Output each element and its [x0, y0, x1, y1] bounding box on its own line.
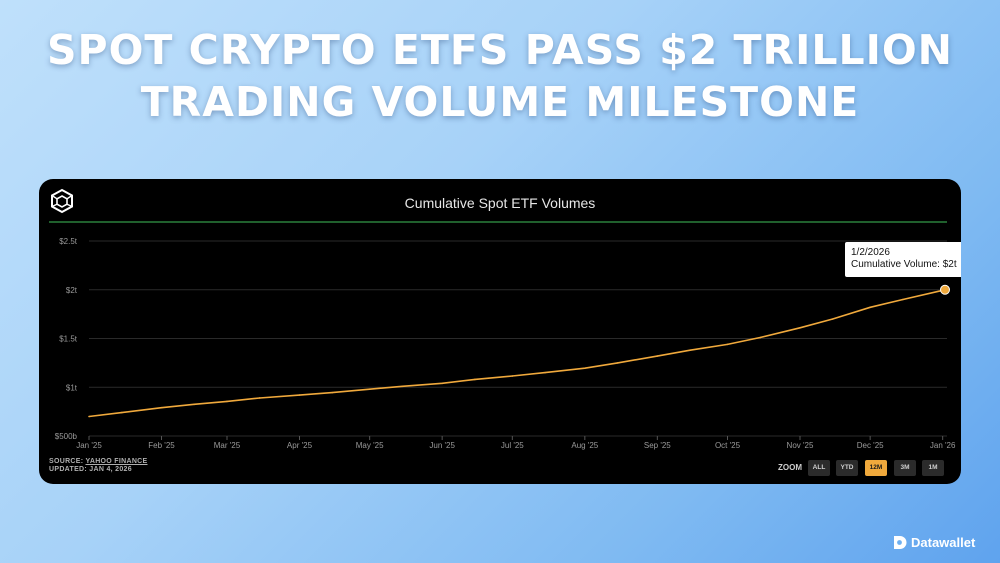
brand: Datawallet: [892, 535, 975, 550]
x-tick-label: Aug '25: [571, 441, 598, 450]
data-point: [160, 406, 163, 409]
x-tick-label: Jan '26: [930, 441, 956, 450]
data-point: [368, 388, 371, 390]
x-tick-label: Apr '25: [287, 441, 313, 450]
data-point: [689, 349, 691, 351]
chart-tooltip: 1/2/2026 Cumulative Volume: $2t: [845, 242, 961, 277]
datawallet-logo-icon: [894, 536, 907, 549]
x-tick-label: Dec '25: [857, 441, 884, 450]
data-point: [401, 385, 404, 388]
zoom-1m-button[interactable]: 1M: [922, 460, 944, 476]
x-tick-label: Mar '25: [214, 441, 241, 450]
tooltip-date: 1/2/2026: [851, 247, 890, 258]
data-point: [584, 367, 586, 370]
data-point: [474, 378, 476, 381]
chart-plot: $500b $1t $1.5t $2t $2.5t Jan '25 Feb '25 Mar '…: [49, 221, 956, 450]
data-point: [331, 391, 334, 394]
data-point: [88, 415, 90, 418]
y-tick-label: $1t: [66, 383, 78, 392]
zoom-3m-button[interactable]: 3M: [894, 460, 916, 476]
y-tick-label: $500b: [55, 432, 78, 441]
data-point: [511, 375, 514, 377]
y-tick-label: $2t: [66, 286, 78, 295]
data-point: [193, 403, 196, 406]
x-tick-label: Jan '25: [76, 441, 102, 450]
data-point: [656, 355, 659, 357]
source-label: SOURCE:: [49, 458, 84, 465]
x-tick-label: Jun '25: [429, 441, 455, 450]
data-point: [616, 362, 619, 364]
data-point: [902, 298, 904, 301]
data-point: [120, 411, 123, 414]
chart-card: Cumulative Spot ETF Volumes $500b $1t $1.5…: [39, 179, 961, 484]
x-tick-label: Jul '25: [501, 441, 524, 450]
tooltip-value: Cumulative Volume: $2t: [851, 259, 957, 270]
y-tick-label: $1.5t: [59, 335, 78, 344]
zoom-all-button[interactable]: ALL: [808, 460, 830, 476]
headline: SPOT CRYPTO ETFS PASS $2 TRILLION TRADIN…: [0, 24, 1000, 128]
headline-line-2: TRADING VOLUME MILESTONE: [140, 78, 860, 126]
zoom-ytd-button[interactable]: YTD: [836, 460, 858, 476]
data-point: [799, 326, 801, 329]
data-point: [544, 371, 546, 374]
highlighted-point: [940, 284, 950, 295]
updated-date: UPDATED: JAN 4, 2026: [49, 466, 132, 473]
data-point: [831, 318, 834, 320]
data-point: [726, 343, 729, 346]
data-point: [226, 400, 228, 403]
zoom-12m-button[interactable]: 12M: [865, 460, 887, 476]
data-point: [258, 397, 261, 399]
source-note: SOURCE: YAHOO FINANCE UPDATED: JAN 4, 20…: [49, 458, 148, 474]
data-point: [869, 306, 871, 309]
x-tick-label: May '25: [356, 441, 384, 450]
x-tick-label: Nov '25: [787, 441, 814, 450]
x-tick-label: Oct '25: [715, 441, 741, 450]
data-point: [441, 382, 443, 385]
source-link[interactable]: YAHOO FINANCE: [85, 458, 148, 465]
headline-line-1: SPOT CRYPTO ETFS PASS $2 TRILLION: [46, 26, 953, 74]
zoom-label: ZOOM: [778, 463, 802, 472]
chart-title: Cumulative Spot ETF Volumes: [404, 195, 596, 211]
brand-name: Datawallet: [911, 535, 976, 550]
data-point: [759, 336, 762, 339]
data-point: [298, 394, 301, 396]
volume-series-line: [88, 289, 946, 418]
cube-logo-icon: [51, 188, 73, 214]
x-tick-label: Sep '25: [644, 441, 671, 450]
x-tick-label: Feb '25: [148, 441, 175, 450]
y-tick-label: $2.5t: [59, 237, 78, 246]
